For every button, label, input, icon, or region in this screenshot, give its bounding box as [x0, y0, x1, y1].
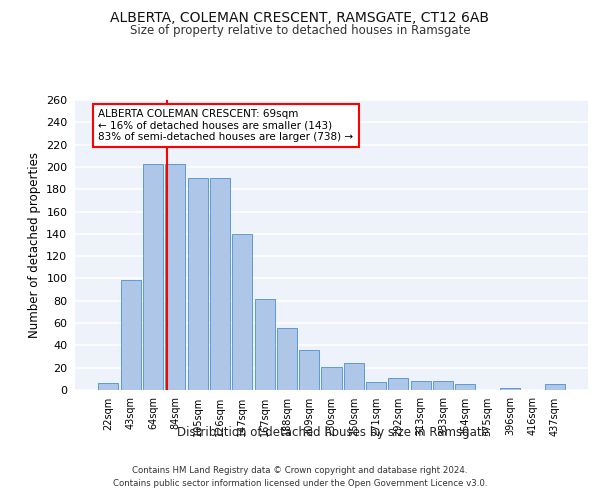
Text: Contains HM Land Registry data © Crown copyright and database right 2024.
Contai: Contains HM Land Registry data © Crown c…: [113, 466, 487, 487]
Bar: [545, 384, 565, 390]
Bar: [232, 234, 252, 390]
Bar: [210, 178, 230, 390]
Bar: [500, 388, 520, 390]
Bar: [254, 298, 275, 390]
Bar: [277, 328, 297, 390]
Bar: [143, 164, 163, 390]
Text: Distribution of detached houses by size in Ramsgate: Distribution of detached houses by size …: [177, 426, 489, 439]
Bar: [366, 382, 386, 390]
Bar: [299, 350, 319, 390]
Bar: [322, 366, 341, 390]
Y-axis label: Number of detached properties: Number of detached properties: [28, 152, 41, 338]
Bar: [165, 164, 185, 390]
Bar: [455, 384, 475, 390]
Bar: [388, 378, 409, 390]
Bar: [98, 384, 118, 390]
Text: ALBERTA, COLEMAN CRESCENT, RAMSGATE, CT12 6AB: ALBERTA, COLEMAN CRESCENT, RAMSGATE, CT1…: [110, 11, 490, 25]
Bar: [344, 363, 364, 390]
Text: Size of property relative to detached houses in Ramsgate: Size of property relative to detached ho…: [130, 24, 470, 37]
Text: ALBERTA COLEMAN CRESCENT: 69sqm
← 16% of detached houses are smaller (143)
83% o: ALBERTA COLEMAN CRESCENT: 69sqm ← 16% of…: [98, 109, 353, 142]
Bar: [121, 280, 141, 390]
Bar: [411, 381, 431, 390]
Bar: [433, 381, 453, 390]
Bar: [188, 178, 208, 390]
